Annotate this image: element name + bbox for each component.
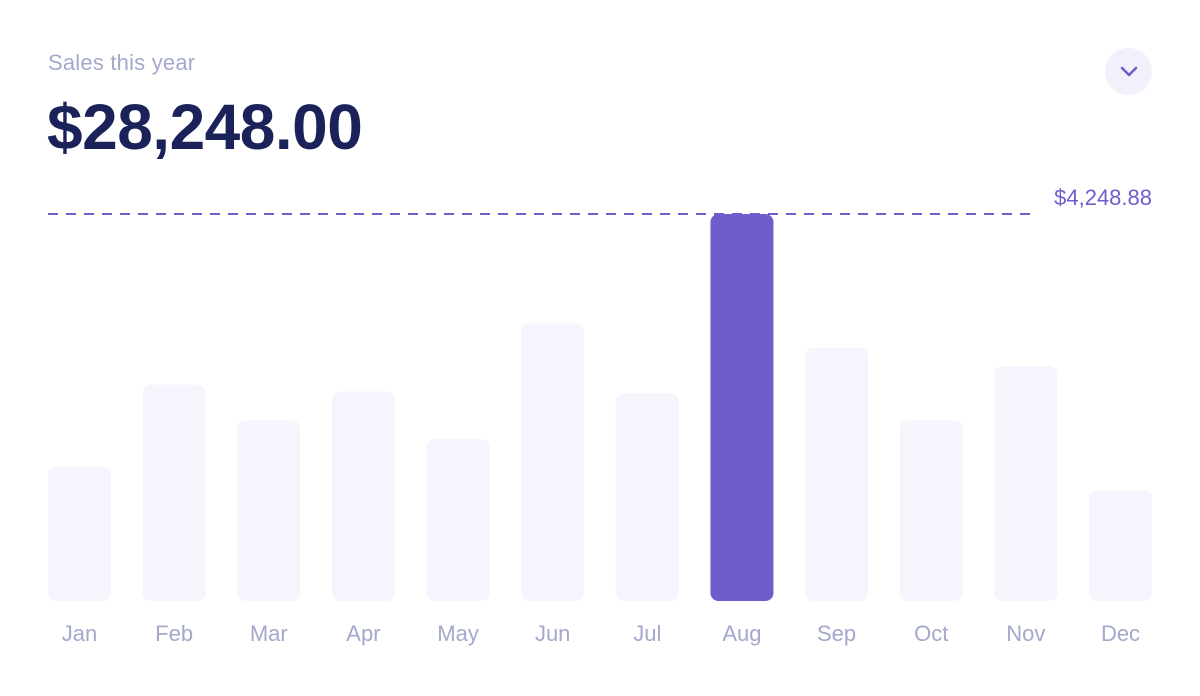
bar-may[interactable] (426, 438, 490, 601)
month-label-jun: Jun (535, 621, 570, 646)
month-label-dec: Dec (1101, 621, 1140, 646)
bar-aug[interactable] (710, 214, 774, 601)
chevron-down-icon (1119, 66, 1139, 78)
bar-dec[interactable] (1089, 490, 1152, 601)
month-label-sep: Sep (817, 621, 856, 646)
sales-total: $28,248.00 (47, 91, 363, 163)
bar-feb[interactable] (142, 384, 206, 601)
max-reference-label: $4,248.88 (1054, 185, 1152, 210)
period-dropdown-button[interactable] (1105, 48, 1152, 95)
bar-jan[interactable] (48, 466, 111, 601)
bar-apr[interactable] (331, 391, 395, 601)
month-label-may: May (437, 621, 479, 646)
bar-sep[interactable] (805, 347, 869, 601)
chart-subtitle: Sales this year (48, 50, 196, 75)
bar-jun[interactable] (521, 323, 585, 601)
month-label-aug: Aug (722, 621, 761, 646)
bar-mar[interactable] (237, 420, 301, 601)
month-label-nov: Nov (1006, 621, 1045, 646)
month-label-mar: Mar (250, 621, 288, 646)
month-label-jul: Jul (633, 621, 661, 646)
bar-nov[interactable] (994, 366, 1058, 601)
month-label-oct: Oct (914, 621, 948, 646)
bar-jul[interactable] (615, 393, 679, 601)
bar-oct[interactable] (899, 420, 963, 601)
month-label-apr: Apr (346, 621, 380, 646)
month-label-jan: Jan (62, 621, 97, 646)
month-label-feb: Feb (155, 621, 193, 646)
